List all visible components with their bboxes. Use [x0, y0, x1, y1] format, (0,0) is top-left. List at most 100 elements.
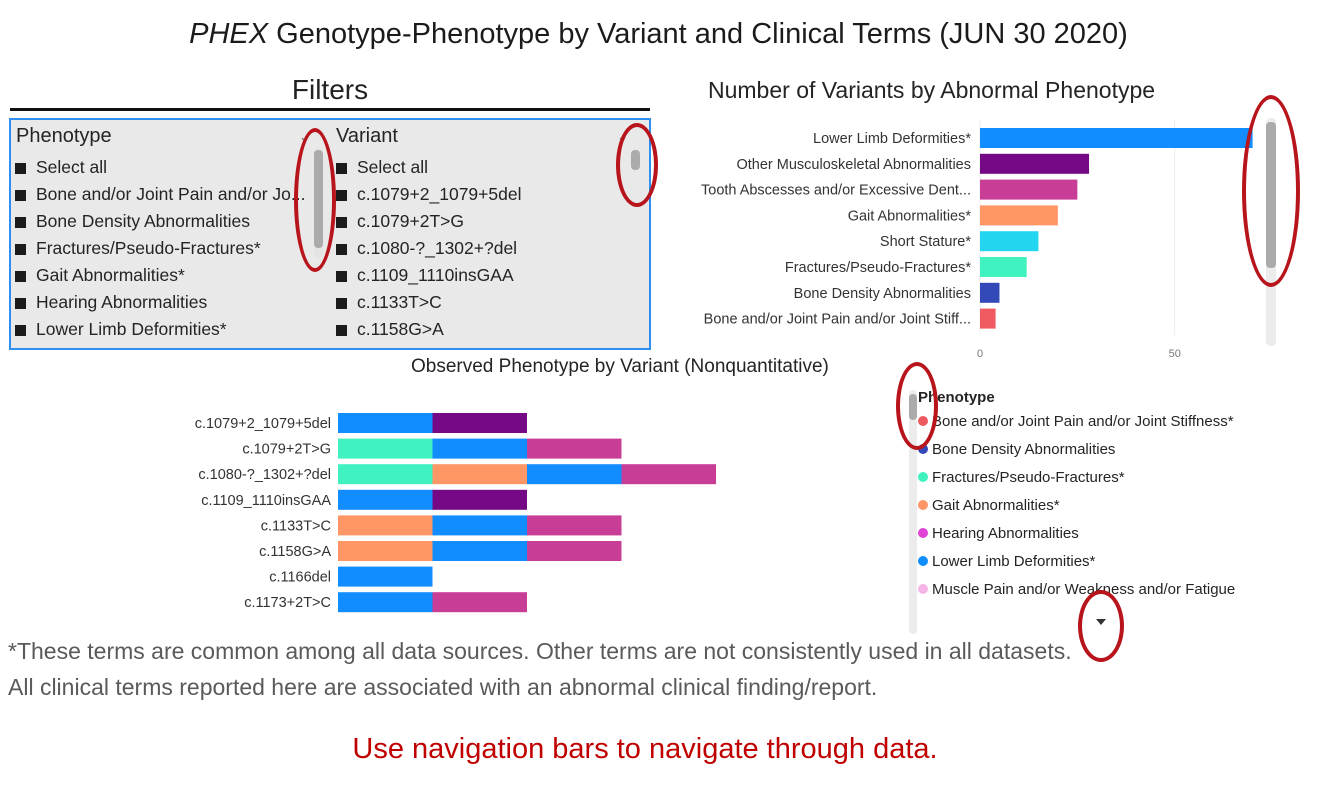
- legend-item[interactable]: Lower Limb Deformities*: [918, 552, 1095, 572]
- variant-label: c.1079+2T>G: [242, 442, 331, 458]
- bar-segment[interactable]: [338, 413, 433, 433]
- bar[interactable]: [980, 205, 1058, 226]
- checkbox-icon[interactable]: [336, 298, 347, 309]
- checkbox-icon[interactable]: [336, 244, 347, 255]
- bar-segment[interactable]: [527, 515, 622, 536]
- filters-divider: [10, 108, 650, 111]
- bar-segment[interactable]: [527, 541, 622, 561]
- checkbox-icon[interactable]: [15, 244, 26, 255]
- bar-segment[interactable]: [432, 592, 528, 613]
- bar[interactable]: [980, 231, 1039, 252]
- phenotype-option[interactable]: Select all: [15, 155, 107, 179]
- phenotype-option[interactable]: Bone Density Abnormalities: [15, 209, 250, 233]
- bar-segment[interactable]: [338, 566, 433, 587]
- checkbox-icon[interactable]: [336, 217, 347, 228]
- legend-item[interactable]: Hearing Abnormalities: [918, 524, 1079, 544]
- bar-segment[interactable]: [621, 464, 717, 485]
- variant-option[interactable]: c.1079+2T>G: [336, 209, 464, 233]
- bar-segment[interactable]: [432, 413, 528, 433]
- phenotype-option[interactable]: Lower Limb Deformities*: [15, 317, 227, 341]
- legend-item[interactable]: Muscle Pain and/or Weakness and/or Fatig…: [918, 580, 1235, 600]
- legend-item[interactable]: Bone and/or Joint Pain and/or Joint Stif…: [918, 412, 1234, 432]
- checkbox-icon[interactable]: [15, 163, 26, 174]
- bar-segment[interactable]: [432, 489, 528, 510]
- x-tick-label: 50: [1169, 348, 1181, 360]
- checkbox-icon[interactable]: [15, 298, 26, 309]
- phenotype-option-label: Lower Limb Deformities*: [36, 319, 227, 339]
- legend-dot-icon: [918, 584, 928, 594]
- checkbox-icon[interactable]: [15, 271, 26, 282]
- bar-segment[interactable]: [338, 541, 433, 561]
- phenotype-option[interactable]: Bone and/or Joint Pain and/or Jo...: [15, 182, 305, 206]
- variant-option-label: c.1079+2_1079+5del: [357, 184, 522, 204]
- variant-label: c.1173+2T>C: [244, 595, 331, 611]
- legend-dot-icon: [918, 500, 928, 510]
- variant-label: c.1109_1110insGAA: [201, 493, 331, 509]
- phenotype-option-label: Bone Density Abnormalities: [36, 211, 250, 231]
- variant-slicer-header[interactable]: Variant: [336, 125, 398, 147]
- annotation-ellipse: [1242, 95, 1300, 287]
- variant-label: c.1166del: [269, 570, 331, 586]
- bar[interactable]: [980, 282, 1000, 303]
- bar-segment[interactable]: [338, 438, 433, 459]
- variant-option[interactable]: c.1133T>C: [336, 290, 442, 314]
- variant-option-label: c.1133T>C: [357, 292, 442, 312]
- legend-dot-icon: [918, 556, 928, 566]
- bar-segment[interactable]: [432, 541, 528, 561]
- annotation-ellipse: [896, 362, 938, 450]
- legend-item[interactable]: Gait Abnormalities*: [918, 496, 1060, 516]
- checkbox-icon[interactable]: [336, 190, 347, 201]
- phenotype-option[interactable]: Fractures/Pseudo-Fractures*: [15, 236, 261, 260]
- variant-option[interactable]: c.1109_1110insGAA: [336, 263, 514, 287]
- phenotype-slicer-header[interactable]: Phenotype: [16, 125, 112, 147]
- legend-item-label: Muscle Pain and/or Weakness and/or Fatig…: [932, 581, 1236, 598]
- legend-item[interactable]: Fractures/Pseudo-Fractures*: [918, 468, 1125, 488]
- bar[interactable]: [980, 179, 1078, 200]
- checkbox-icon[interactable]: [15, 190, 26, 201]
- navigation-note: Use navigation bars to navigate through …: [352, 733, 938, 765]
- variant-option[interactable]: Select all: [336, 155, 428, 179]
- bar-segment[interactable]: [338, 464, 433, 485]
- variant-label: c.1079+2_1079+5del: [195, 416, 331, 432]
- filters-title: Filters: [291, 74, 369, 105]
- x-tick-label: 0: [977, 348, 983, 360]
- checkbox-icon[interactable]: [336, 163, 347, 174]
- bar-segment[interactable]: [527, 438, 622, 459]
- bar[interactable]: [980, 257, 1027, 277]
- phenotype-option-label: Bone and/or Joint Pain and/or Jo...: [36, 184, 306, 204]
- bar-segment[interactable]: [432, 515, 528, 536]
- bar-segment[interactable]: [338, 592, 433, 613]
- checkbox-icon[interactable]: [336, 325, 347, 336]
- page-title: PHEX Genotype-Phenotype by Variant and C…: [0, 18, 1317, 51]
- bar-segment[interactable]: [527, 464, 622, 485]
- phenotype-option[interactable]: Hearing Abnormalities: [15, 290, 207, 314]
- bar-segment[interactable]: [338, 489, 433, 510]
- variant-label: c.1080-?_1302+?del: [198, 467, 331, 483]
- variant-label: c.1133T>C: [261, 518, 331, 534]
- legend-item-label: Fractures/Pseudo-Fractures*: [932, 469, 1125, 486]
- bar[interactable]: [980, 153, 1090, 174]
- legend-item-label: Gait Abnormalities*: [932, 497, 1060, 514]
- legend-item-label: Lower Limb Deformities*: [932, 553, 1096, 570]
- footnote-line-1: *These terms are common among all data s…: [8, 638, 1072, 664]
- chart-title-variants-by-phenotype: Number of Variants by Abnormal Phenotype: [708, 77, 1156, 103]
- bar[interactable]: [980, 308, 996, 329]
- annotation-ellipse: [1078, 590, 1124, 662]
- bar-segment[interactable]: [432, 464, 528, 485]
- phenotype-option-label: Gait Abnormalities*: [36, 265, 185, 285]
- checkbox-icon[interactable]: [15, 217, 26, 228]
- variant-option[interactable]: c.1079+2_1079+5del: [336, 182, 521, 206]
- category-label: Fractures/Pseudo-Fractures*: [785, 260, 972, 276]
- legend-dot-icon: [918, 444, 928, 454]
- checkbox-icon[interactable]: [15, 325, 26, 336]
- variant-option[interactable]: c.1158G>A: [336, 317, 444, 341]
- checkbox-icon[interactable]: [336, 271, 347, 282]
- phenotype-option[interactable]: Gait Abnormalities*: [15, 263, 185, 287]
- bar-segment[interactable]: [338, 515, 433, 536]
- bar-segment[interactable]: [432, 438, 528, 459]
- legend-item[interactable]: Bone Density Abnormalities: [918, 440, 1115, 460]
- variant-option[interactable]: c.1080-?_1302+?del: [336, 236, 517, 260]
- gene-name: PHEX: [189, 18, 269, 50]
- category-label: Other Musculoskeletal Abnormalities: [736, 157, 971, 173]
- bar[interactable]: [980, 128, 1253, 148]
